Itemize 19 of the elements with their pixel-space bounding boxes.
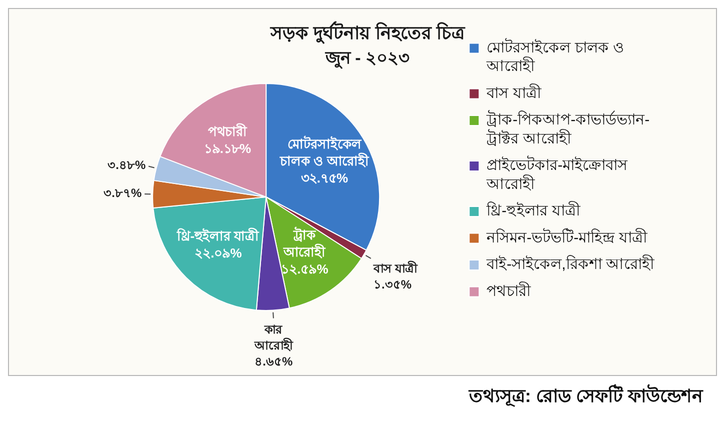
legend-label: মোটরসাইকেল চালক ও আরোহী xyxy=(486,38,624,76)
text: তথ্যসূত্র: রোড সেফটি ফাউন্ডেশন xyxy=(467,383,704,409)
data-label: পথচারী ১৯.১৮% xyxy=(204,122,252,156)
data-label: থ্রি-হুইলার যাত্রী ২২.০৯% xyxy=(176,228,260,261)
data-label: বাস যাত্রী ১.৩৫% xyxy=(372,260,418,292)
legend-label: প্রাইভেটকার-মাইক্রোবাস আরোহী xyxy=(486,156,629,193)
legend-label: পথচারী xyxy=(486,282,532,300)
data-label: ট্রাক আরোহী ১২.৫৯% xyxy=(281,226,329,277)
data-label: কার আরোহী ৪.৬৫% xyxy=(254,322,294,369)
legend-label: নসিমন-ভটভটি-মাহিন্দ্র যাত্রী xyxy=(486,228,648,246)
legend-label: ট্রাক-পিকআপ-কাভার্ডভ্যান-ট্রাক্টর আরোহী xyxy=(486,110,650,148)
legend-label: বাই-সাইকেল,রিকশা আরোহী xyxy=(486,255,655,274)
data-label: ৩.৮৭% xyxy=(104,186,142,200)
legend-label: থ্রি-হুইলার যাত্রী xyxy=(486,202,581,220)
data-label: মোটরসাইকেল চালক ও আরোহী ৩২.৭৫% xyxy=(278,135,370,186)
text: জুন - ২০২৩ xyxy=(324,48,410,70)
chart-title: সড়ক দুর্ঘটনায় নিহতের চিত্র xyxy=(269,20,466,44)
legend-label: বাস যাত্রী xyxy=(486,84,542,102)
data-label: ৩.৪৮% xyxy=(108,158,146,172)
